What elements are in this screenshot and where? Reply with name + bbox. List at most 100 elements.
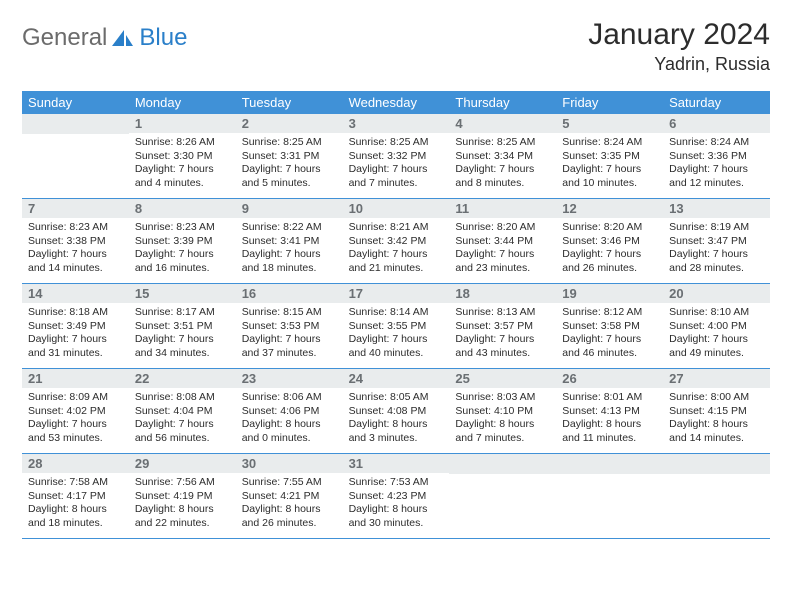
day-body: Sunrise: 7:56 AMSunset: 4:19 PMDaylight:… <box>129 473 236 535</box>
day-number: 9 <box>236 199 343 218</box>
day-cell: 27Sunrise: 8:00 AMSunset: 4:15 PMDayligh… <box>663 369 770 453</box>
day-body: Sunrise: 8:24 AMSunset: 3:36 PMDaylight:… <box>663 133 770 195</box>
day-body: Sunrise: 8:24 AMSunset: 3:35 PMDaylight:… <box>556 133 663 195</box>
day-cell: 5Sunrise: 8:24 AMSunset: 3:35 PMDaylight… <box>556 114 663 198</box>
sunrise-line: Sunrise: 8:25 AM <box>349 136 444 150</box>
day-number: 8 <box>129 199 236 218</box>
sunset-line: Sunset: 3:34 PM <box>455 150 550 164</box>
daylight-line: Daylight: 7 hours and 10 minutes. <box>562 163 657 190</box>
sunrise-line: Sunrise: 8:15 AM <box>242 306 337 320</box>
day-cell: 17Sunrise: 8:14 AMSunset: 3:55 PMDayligh… <box>343 284 450 368</box>
topbar: General Blue January 2024 Yadrin, Russia <box>22 18 770 75</box>
daylight-line: Daylight: 7 hours and 28 minutes. <box>669 248 764 275</box>
day-cell: 20Sunrise: 8:10 AMSunset: 4:00 PMDayligh… <box>663 284 770 368</box>
day-body: Sunrise: 8:21 AMSunset: 3:42 PMDaylight:… <box>343 218 450 280</box>
sunset-line: Sunset: 3:31 PM <box>242 150 337 164</box>
sunrise-line: Sunrise: 8:22 AM <box>242 221 337 235</box>
week-row: 28Sunrise: 7:58 AMSunset: 4:17 PMDayligh… <box>22 454 770 539</box>
daylight-line: Daylight: 8 hours and 14 minutes. <box>669 418 764 445</box>
calendar-page: General Blue January 2024 Yadrin, Russia… <box>0 0 792 539</box>
sunset-line: Sunset: 4:13 PM <box>562 405 657 419</box>
day-body: Sunrise: 8:03 AMSunset: 4:10 PMDaylight:… <box>449 388 556 450</box>
day-cell: 22Sunrise: 8:08 AMSunset: 4:04 PMDayligh… <box>129 369 236 453</box>
day-cell: 13Sunrise: 8:19 AMSunset: 3:47 PMDayligh… <box>663 199 770 283</box>
day-body: Sunrise: 8:20 AMSunset: 3:44 PMDaylight:… <box>449 218 556 280</box>
logo-text-general: General <box>22 24 107 52</box>
day-number: 25 <box>449 369 556 388</box>
day-cell: 15Sunrise: 8:17 AMSunset: 3:51 PMDayligh… <box>129 284 236 368</box>
sunrise-line: Sunrise: 8:03 AM <box>455 391 550 405</box>
daylight-line: Daylight: 7 hours and 49 minutes. <box>669 333 764 360</box>
daylight-line: Daylight: 7 hours and 37 minutes. <box>242 333 337 360</box>
day-body: Sunrise: 8:23 AMSunset: 3:39 PMDaylight:… <box>129 218 236 280</box>
sunset-line: Sunset: 3:51 PM <box>135 320 230 334</box>
dow-cell: Monday <box>129 91 236 114</box>
day-cell: 25Sunrise: 8:03 AMSunset: 4:10 PMDayligh… <box>449 369 556 453</box>
sunrise-line: Sunrise: 8:18 AM <box>28 306 123 320</box>
day-body: Sunrise: 8:18 AMSunset: 3:49 PMDaylight:… <box>22 303 129 365</box>
sunset-line: Sunset: 3:55 PM <box>349 320 444 334</box>
sunset-line: Sunset: 3:41 PM <box>242 235 337 249</box>
daylight-line: Daylight: 8 hours and 26 minutes. <box>242 503 337 530</box>
sunset-line: Sunset: 3:47 PM <box>669 235 764 249</box>
sunset-line: Sunset: 3:36 PM <box>669 150 764 164</box>
daylight-line: Daylight: 7 hours and 40 minutes. <box>349 333 444 360</box>
daylight-line: Daylight: 7 hours and 8 minutes. <box>455 163 550 190</box>
day-cell: 19Sunrise: 8:12 AMSunset: 3:58 PMDayligh… <box>556 284 663 368</box>
daynum-empty <box>449 454 556 474</box>
day-body: Sunrise: 8:09 AMSunset: 4:02 PMDaylight:… <box>22 388 129 450</box>
day-number: 17 <box>343 284 450 303</box>
day-cell: 24Sunrise: 8:05 AMSunset: 4:08 PMDayligh… <box>343 369 450 453</box>
day-number: 28 <box>22 454 129 473</box>
day-body: Sunrise: 8:25 AMSunset: 3:32 PMDaylight:… <box>343 133 450 195</box>
sunrise-line: Sunrise: 8:10 AM <box>669 306 764 320</box>
daylight-line: Daylight: 7 hours and 7 minutes. <box>349 163 444 190</box>
daylight-line: Daylight: 7 hours and 34 minutes. <box>135 333 230 360</box>
day-cell: 1Sunrise: 8:26 AMSunset: 3:30 PMDaylight… <box>129 114 236 198</box>
sunset-line: Sunset: 4:17 PM <box>28 490 123 504</box>
day-cell: 26Sunrise: 8:01 AMSunset: 4:13 PMDayligh… <box>556 369 663 453</box>
sunset-line: Sunset: 3:42 PM <box>349 235 444 249</box>
day-body: Sunrise: 7:58 AMSunset: 4:17 PMDaylight:… <box>22 473 129 535</box>
day-number: 12 <box>556 199 663 218</box>
day-cell <box>663 454 770 538</box>
daylight-line: Daylight: 7 hours and 18 minutes. <box>242 248 337 275</box>
daylight-line: Daylight: 7 hours and 14 minutes. <box>28 248 123 275</box>
day-number: 2 <box>236 114 343 133</box>
sunrise-line: Sunrise: 8:24 AM <box>669 136 764 150</box>
day-body: Sunrise: 8:26 AMSunset: 3:30 PMDaylight:… <box>129 133 236 195</box>
sunrise-line: Sunrise: 8:13 AM <box>455 306 550 320</box>
sunrise-line: Sunrise: 8:01 AM <box>562 391 657 405</box>
sunset-line: Sunset: 3:32 PM <box>349 150 444 164</box>
sunset-line: Sunset: 4:23 PM <box>349 490 444 504</box>
day-cell: 28Sunrise: 7:58 AMSunset: 4:17 PMDayligh… <box>22 454 129 538</box>
day-cell: 11Sunrise: 8:20 AMSunset: 3:44 PMDayligh… <box>449 199 556 283</box>
daylight-line: Daylight: 8 hours and 7 minutes. <box>455 418 550 445</box>
day-cell: 7Sunrise: 8:23 AMSunset: 3:38 PMDaylight… <box>22 199 129 283</box>
daylight-line: Daylight: 7 hours and 43 minutes. <box>455 333 550 360</box>
sunrise-line: Sunrise: 8:19 AM <box>669 221 764 235</box>
sunrise-line: Sunrise: 8:00 AM <box>669 391 764 405</box>
day-number: 11 <box>449 199 556 218</box>
day-body: Sunrise: 8:00 AMSunset: 4:15 PMDaylight:… <box>663 388 770 450</box>
week-row: 21Sunrise: 8:09 AMSunset: 4:02 PMDayligh… <box>22 369 770 454</box>
dow-cell: Friday <box>556 91 663 114</box>
sunrise-line: Sunrise: 8:24 AM <box>562 136 657 150</box>
dow-cell: Thursday <box>449 91 556 114</box>
sunrise-line: Sunrise: 8:21 AM <box>349 221 444 235</box>
sunrise-line: Sunrise: 7:58 AM <box>28 476 123 490</box>
day-body: Sunrise: 8:20 AMSunset: 3:46 PMDaylight:… <box>556 218 663 280</box>
day-number: 16 <box>236 284 343 303</box>
day-cell: 23Sunrise: 8:06 AMSunset: 4:06 PMDayligh… <box>236 369 343 453</box>
month-title: January 2024 <box>588 18 770 52</box>
sunrise-line: Sunrise: 8:25 AM <box>455 136 550 150</box>
dow-cell: Tuesday <box>236 91 343 114</box>
sunset-line: Sunset: 3:57 PM <box>455 320 550 334</box>
dow-cell: Wednesday <box>343 91 450 114</box>
day-cell: 4Sunrise: 8:25 AMSunset: 3:34 PMDaylight… <box>449 114 556 198</box>
dow-cell: Saturday <box>663 91 770 114</box>
day-number: 6 <box>663 114 770 133</box>
day-cell: 18Sunrise: 8:13 AMSunset: 3:57 PMDayligh… <box>449 284 556 368</box>
day-number: 30 <box>236 454 343 473</box>
day-cell: 21Sunrise: 8:09 AMSunset: 4:02 PMDayligh… <box>22 369 129 453</box>
